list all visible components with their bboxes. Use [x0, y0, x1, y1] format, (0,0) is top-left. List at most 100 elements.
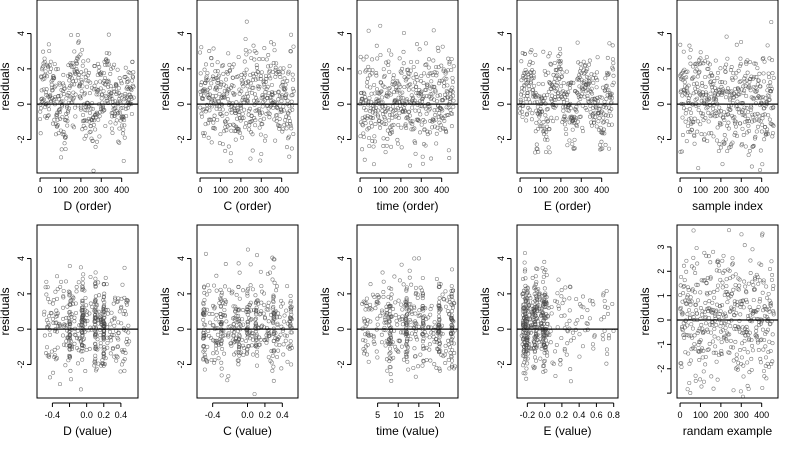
data-point — [723, 80, 728, 85]
data-point — [41, 49, 46, 54]
data-point — [687, 43, 692, 48]
data-point — [408, 163, 413, 168]
data-point — [545, 107, 550, 112]
data-point — [57, 97, 62, 102]
data-point — [282, 76, 287, 81]
data-point — [284, 114, 289, 119]
data-point — [233, 111, 238, 116]
data-point — [279, 109, 284, 114]
data-point — [390, 130, 395, 135]
data-point — [260, 57, 265, 61]
data-point — [265, 84, 270, 89]
data-point — [723, 69, 728, 74]
data-point — [281, 66, 286, 71]
data-point — [529, 117, 534, 122]
data-point — [715, 75, 720, 80]
data-point — [251, 74, 256, 79]
data-point — [223, 77, 228, 82]
data-point — [722, 118, 727, 123]
data-point — [596, 99, 600, 104]
y-tick-label: 4 — [336, 256, 346, 261]
data-point — [420, 154, 425, 159]
data-point — [220, 107, 225, 112]
data-point — [604, 105, 609, 110]
data-point — [88, 110, 93, 115]
data-point — [239, 72, 244, 77]
x-axis-title: D (order) — [63, 199, 111, 213]
data-point — [571, 80, 576, 85]
data-point — [397, 56, 402, 61]
data-point — [695, 96, 699, 101]
data-point — [541, 131, 546, 136]
data-point — [703, 84, 708, 89]
data-point — [59, 147, 64, 152]
data-point — [270, 90, 275, 95]
data-point — [542, 93, 547, 98]
data-point — [603, 142, 608, 147]
data-point — [241, 84, 246, 89]
data-point — [273, 65, 278, 70]
data-point — [69, 82, 74, 87]
data-point — [287, 154, 292, 159]
data-point — [696, 108, 701, 113]
data-point — [73, 92, 78, 97]
data-point — [738, 61, 743, 66]
data-point — [365, 80, 369, 85]
data-point — [207, 108, 212, 113]
data-point — [43, 69, 48, 74]
data-point — [110, 97, 115, 102]
data-point — [259, 70, 264, 75]
data-point — [90, 118, 95, 123]
data-point — [198, 50, 203, 55]
data-point — [679, 88, 684, 93]
data-point — [381, 67, 386, 72]
data-point — [602, 131, 607, 136]
data-point — [684, 139, 689, 144]
data-point — [431, 28, 436, 33]
data-point — [101, 89, 106, 94]
data-point — [374, 43, 379, 48]
data-point — [709, 71, 714, 76]
data-point — [413, 151, 418, 156]
y-tick-label: -2 — [16, 135, 26, 143]
data-point — [606, 88, 611, 93]
data-point — [577, 78, 582, 82]
data-point — [535, 104, 540, 109]
data-point — [291, 131, 296, 136]
data-point — [269, 40, 274, 45]
x-tick-label: -0.2 — [520, 410, 536, 420]
data-point — [100, 93, 105, 98]
data-point — [217, 107, 222, 112]
y-tick-label: 0 — [656, 318, 666, 323]
data-point — [709, 73, 714, 78]
data-point — [586, 78, 591, 83]
data-point — [272, 48, 277, 53]
data-point — [378, 23, 383, 28]
point-group — [198, 19, 296, 164]
data-point — [61, 81, 66, 86]
data-point — [528, 70, 533, 75]
data-point — [287, 108, 292, 113]
data-point — [203, 80, 208, 85]
y-tick-label: 4 — [656, 31, 666, 36]
data-point — [286, 115, 291, 120]
data-point — [379, 89, 384, 94]
data-point — [108, 96, 113, 101]
data-point — [96, 61, 100, 66]
data-point — [82, 91, 87, 96]
data-point — [531, 70, 536, 75]
y-tick-label: 4 — [16, 31, 26, 36]
data-point — [390, 104, 395, 109]
data-point — [46, 42, 51, 47]
data-point — [439, 63, 444, 68]
data-point — [260, 93, 265, 98]
data-point — [445, 83, 450, 88]
y-tick-label: 3 — [656, 244, 666, 249]
data-point — [373, 111, 378, 116]
data-point — [117, 140, 122, 145]
x-tick-label: 0.2 — [556, 410, 569, 420]
data-point — [717, 142, 722, 146]
data-point — [98, 73, 103, 77]
data-point — [249, 56, 254, 61]
